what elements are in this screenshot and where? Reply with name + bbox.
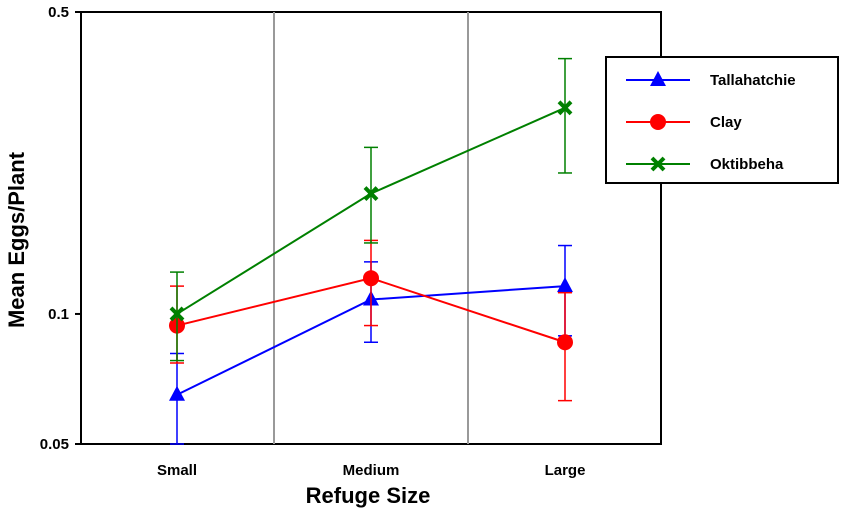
data-point-oktibbeha-small-stroke-b	[169, 306, 185, 322]
data-point-oktibbeha-small	[169, 306, 185, 322]
x-axis-ticks: Small Medium Large	[157, 462, 585, 479]
y-tick-label: 0.05	[40, 436, 69, 453]
x-tick-label-large: Large	[545, 462, 586, 479]
legend-item-oktibbeha: Oktibbeha	[626, 156, 784, 173]
data-point-clay-medium	[363, 270, 379, 287]
legend-marker-oktibbeha	[650, 156, 666, 172]
legend-item-clay: Clay	[626, 114, 742, 131]
x-axis-title: Refuge Size	[306, 483, 431, 508]
y-axis-title: Mean Eggs/Plant	[4, 151, 29, 328]
plot-area: 0.05 0.1 0.5 Small Medium Large	[40, 4, 662, 479]
legend-marker-tallahatchie	[650, 71, 666, 86]
data-point-oktibbeha-medium	[363, 186, 379, 201]
data-point-oktibbeha-medium-stroke-b	[363, 186, 379, 201]
legend-label-tallahatchie: Tallahatchie	[710, 72, 796, 89]
y-tick-label: 0.1	[48, 306, 69, 323]
data-point-oktibbeha-large-stroke-b	[557, 100, 573, 116]
y-tick-label: 0.5	[48, 4, 69, 21]
data-point-clay-large	[557, 334, 573, 351]
y-axis-ticks: 0.05 0.1 0.5	[40, 4, 81, 453]
legend-label-clay: Clay	[710, 114, 742, 131]
legend-box	[605, 56, 839, 184]
data-point-oktibbeha-large	[557, 100, 573, 116]
x-tick-label-small: Small	[157, 462, 197, 479]
series-layer	[169, 57, 573, 445]
legend: Tallahatchie Clay Oktibbeha	[605, 56, 839, 184]
legend-item-tallahatchie: Tallahatchie	[626, 71, 796, 89]
legend-marker-oktibbeha-stroke-b	[650, 156, 666, 172]
data-point-tallahatchie-large	[557, 277, 573, 293]
grid-lines	[273, 12, 469, 444]
legend-marker-clay	[650, 114, 666, 130]
x-tick-label-medium: Medium	[343, 462, 400, 479]
legend-label-oktibbeha: Oktibbeha	[710, 156, 784, 173]
series-oktibbeha	[169, 57, 573, 362]
data-point-tallahatchie-small	[169, 385, 185, 401]
error-bar-oktibbeha	[558, 57, 572, 174]
